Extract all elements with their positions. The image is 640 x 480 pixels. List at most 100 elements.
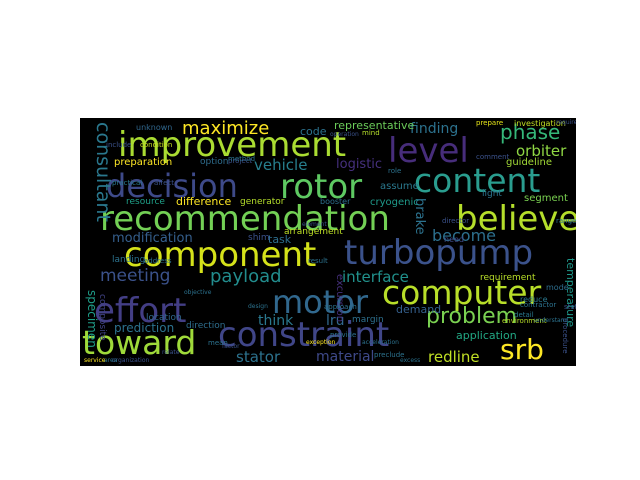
word-rotor: rotor <box>280 167 363 207</box>
word-practical: practical <box>112 179 143 187</box>
word-operation: operation <box>330 131 359 138</box>
word-mind: mind <box>362 129 380 137</box>
word-result: result <box>308 257 328 265</box>
word-prediction: prediction <box>114 321 175 335</box>
word-turbopump: turbopump <box>344 233 534 273</box>
word-generator: generator <box>240 197 285 207</box>
word-margin: margin <box>352 315 384 325</box>
word-assume: assume <box>380 181 419 192</box>
word-interface: interface <box>342 268 409 286</box>
word-maximize: maximize <box>182 118 270 139</box>
word-preclude: preclude <box>374 351 405 359</box>
word-contractor: contractor <box>520 301 557 309</box>
word-lru: lru <box>326 313 345 329</box>
word-organization: organization <box>112 357 150 364</box>
word-role: role <box>388 167 402 175</box>
word-task: task <box>268 233 292 246</box>
word-mean: mean <box>208 339 228 347</box>
word-cryogenic: cryogenic <box>370 197 419 208</box>
word-director: director <box>442 217 470 225</box>
word-provide: provide <box>330 331 357 339</box>
word-level: level <box>388 131 469 171</box>
word-improvement: improvement <box>118 125 347 165</box>
word-service: service <box>84 357 106 364</box>
word-motor: motor <box>272 283 369 321</box>
word-direction: direction <box>186 321 226 331</box>
word-require: require <box>556 119 576 126</box>
word-understand: understand <box>534 317 569 324</box>
word-material: material <box>316 349 375 365</box>
word-excursion: excursion <box>334 274 345 323</box>
word-decision: decision <box>106 167 238 205</box>
word-need: need <box>444 235 464 244</box>
word-cloud: improvement decision rotor content recom… <box>80 118 576 366</box>
word-comment: comment <box>476 153 510 161</box>
word-become: become <box>432 226 497 245</box>
word-affect: affect <box>154 179 175 187</box>
word-acceleration: acceleration <box>362 339 399 346</box>
word-method: method <box>228 155 256 163</box>
word-code: code <box>300 125 327 138</box>
word-orbiter: orbiter <box>516 142 567 160</box>
word-difference: difference <box>176 195 232 208</box>
word-range: range <box>556 217 576 225</box>
word-state: state <box>564 303 576 311</box>
word-segment: segment <box>524 193 568 204</box>
word-arrangement: arrangement <box>284 227 343 237</box>
word-condition: condition <box>140 141 173 149</box>
word-composite: composite <box>97 294 107 341</box>
word-stator: stator <box>236 348 281 366</box>
word-relate: relate <box>162 349 180 356</box>
word-factor: factor <box>222 343 240 350</box>
word-booster: booster <box>320 197 351 206</box>
word-approach: approach <box>324 303 357 311</box>
word-payload: payload <box>210 266 282 287</box>
word-shim: shim <box>248 233 270 243</box>
word-think: think <box>258 313 294 329</box>
word-investigation: investigation <box>514 119 566 128</box>
word-component: component <box>124 235 317 275</box>
word-guideline: guideline <box>506 157 553 168</box>
word-srb: srb <box>500 333 544 366</box>
word-location: location <box>146 313 182 323</box>
word-unknown: unknown <box>136 123 173 132</box>
word-effort: effort <box>94 291 187 331</box>
word-application: application <box>456 329 517 342</box>
word-objective: objective <box>184 289 212 296</box>
word-detail: detail <box>514 311 534 319</box>
word-logistic: logistic <box>336 157 383 172</box>
word-area: area <box>104 357 118 364</box>
word-problem: problem <box>426 304 518 329</box>
word-address: address <box>144 257 172 265</box>
word-preparation: preparation <box>114 157 173 168</box>
word-recommendation: recommendation <box>100 199 390 239</box>
word-computer: computer <box>382 273 542 312</box>
word-design: design <box>248 303 268 310</box>
word-modification: modification <box>112 231 193 246</box>
word-excess: excess <box>400 357 421 364</box>
word-exception: exception <box>306 339 336 346</box>
word-demand: demand <box>396 303 442 316</box>
word-believe: believe <box>456 199 576 239</box>
word-redline: redline <box>428 348 480 366</box>
word-reduce: reduce <box>520 295 548 304</box>
word-project: project <box>228 157 253 165</box>
word-environment: environment <box>502 317 547 325</box>
word-content: content <box>414 161 541 200</box>
word-resource: resource <box>126 197 165 207</box>
word-landing: landing <box>112 255 146 265</box>
word-toward: toward <box>82 323 197 362</box>
word-prepare: prepare <box>476 119 504 127</box>
word-consultant: consultant <box>92 122 114 222</box>
word-finding: finding <box>410 121 459 137</box>
word-option: option <box>200 157 229 167</box>
word-constraint: constraint <box>218 315 390 355</box>
word-element: element <box>302 221 327 228</box>
word-light: light <box>482 189 502 199</box>
word-meeting: meeting <box>100 266 171 286</box>
word-include: include <box>106 141 132 149</box>
word-phase: phase <box>500 120 561 144</box>
word-requirement: requirement <box>480 273 536 283</box>
word-vehicle: vehicle <box>254 156 308 174</box>
word-representative: representative <box>334 119 415 132</box>
